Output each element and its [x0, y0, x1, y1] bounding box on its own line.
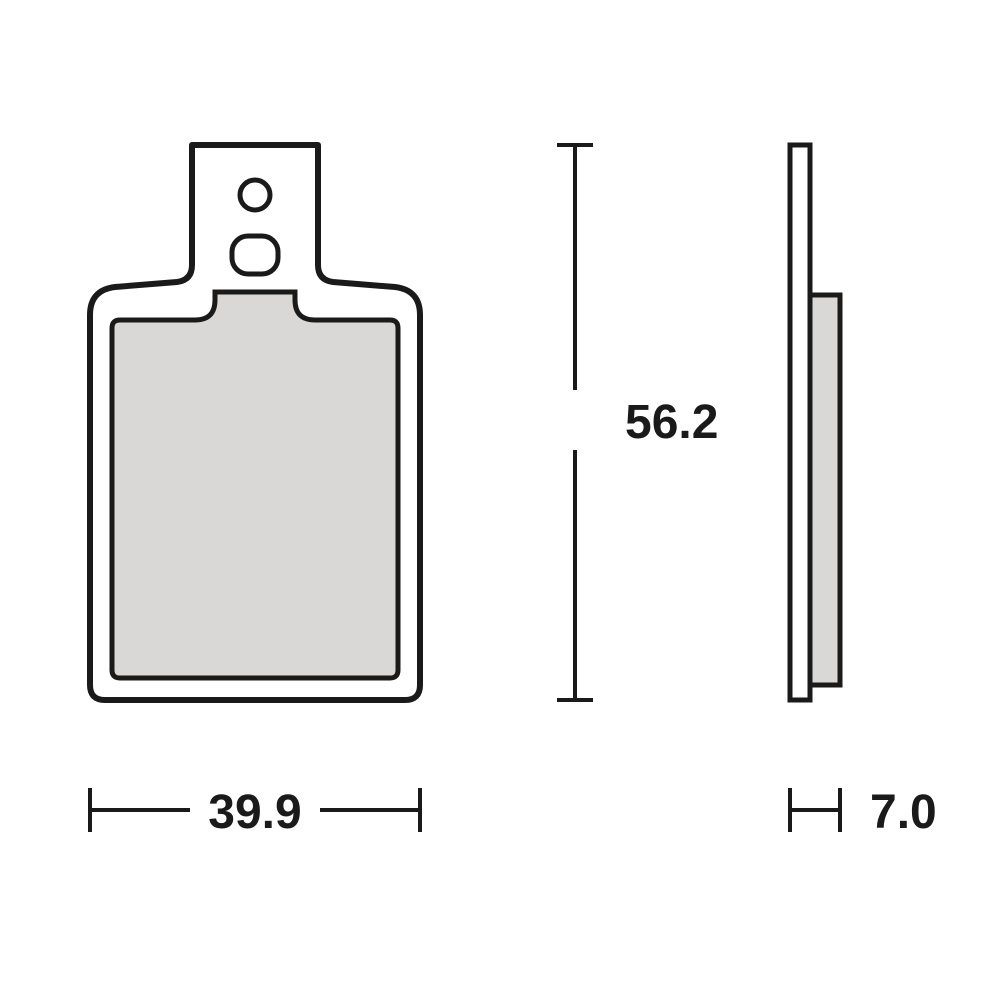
technical-drawing: 56.2 39.9 7.0	[0, 0, 1000, 1000]
side-view	[790, 145, 840, 700]
width-dimension: 39.9	[90, 782, 420, 839]
side-backing-plate	[790, 145, 810, 700]
mounting-hole-slot	[232, 236, 278, 274]
thickness-dimension: 7.0	[790, 786, 937, 839]
pad-friction-surface	[112, 292, 398, 678]
height-dimension: 56.2	[520, 145, 718, 700]
width-label: 39.9	[208, 786, 301, 839]
front-view	[90, 145, 420, 700]
side-friction-pad	[810, 295, 840, 685]
mounting-hole-circle	[240, 180, 270, 210]
height-label: 56.2	[625, 396, 718, 449]
thickness-label: 7.0	[870, 786, 937, 839]
